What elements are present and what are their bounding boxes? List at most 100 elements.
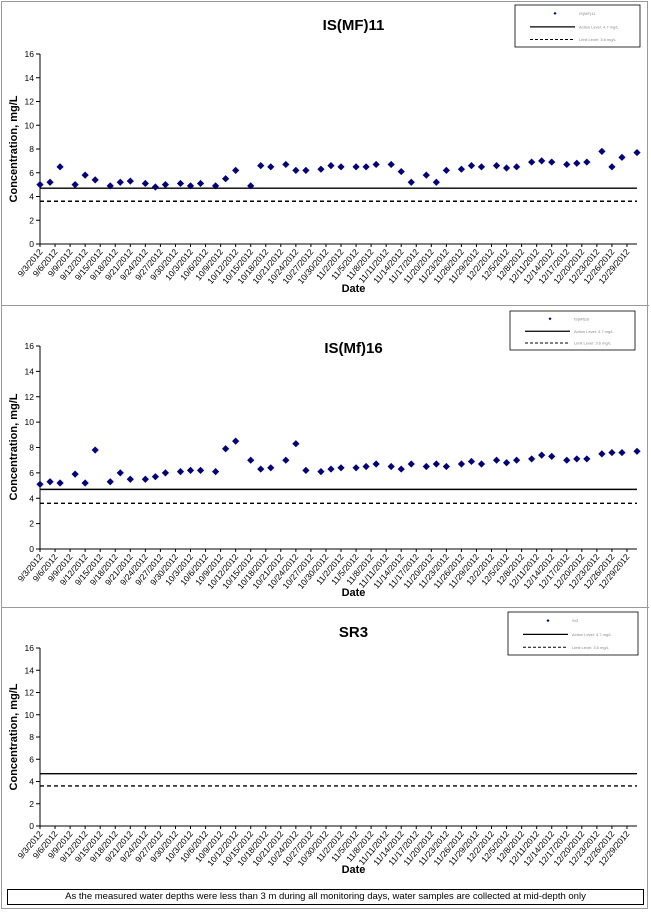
data-point	[422, 462, 430, 471]
data-point	[512, 163, 521, 171]
data-point	[387, 160, 395, 169]
legend-entry: Action Level: 4.7 mg/L	[574, 329, 614, 334]
data-point	[196, 466, 205, 474]
legend-entry: Action Level: 4.7 mg/L	[572, 632, 612, 637]
y-tick-label: 4	[29, 192, 34, 202]
data-point	[71, 181, 79, 189]
chart-title: IS(Mf)16	[324, 340, 382, 357]
footnote-box: As the measured water depths were less t…	[7, 889, 644, 905]
data-point	[211, 468, 220, 476]
chart-title: IS(MF)11	[323, 17, 385, 34]
data-point	[583, 158, 591, 166]
data-point	[247, 456, 255, 464]
y-tick-label: 4	[29, 777, 34, 787]
panel-divider	[1, 305, 649, 306]
y-tick-label: 0	[29, 821, 34, 831]
legend-entry: Limit Level: 3.6 mg/L	[572, 645, 610, 650]
data-point	[422, 171, 430, 179]
data-point	[502, 459, 511, 467]
data-point	[512, 456, 521, 464]
data-point	[327, 465, 335, 473]
data-point	[538, 157, 546, 165]
data-point	[36, 181, 44, 189]
data-point	[467, 457, 476, 466]
data-point	[211, 182, 220, 190]
data-point	[161, 181, 170, 189]
y-tick-label: 2	[29, 799, 34, 809]
data-point	[222, 445, 230, 453]
data-point	[407, 178, 415, 186]
chart-ismf16: IS(Mf)1602468101214169/3/20129/6/20129/9…	[8, 310, 641, 599]
data-point	[56, 163, 64, 171]
data-point	[317, 468, 325, 476]
data-point	[141, 179, 149, 188]
data-point	[432, 178, 440, 186]
y-tick-label: 10	[25, 710, 35, 720]
data-point	[126, 475, 134, 483]
data-point	[151, 183, 159, 191]
data-point	[633, 148, 641, 157]
chart-sr3: SR302468101214169/3/20129/6/20129/9/2012…	[8, 611, 639, 876]
data-point	[372, 160, 380, 169]
data-point	[106, 478, 114, 486]
data-point	[573, 159, 581, 167]
data-point	[302, 466, 310, 474]
data-point	[362, 163, 370, 171]
data-point	[538, 451, 546, 459]
data-point	[442, 462, 450, 471]
legend-marker	[546, 619, 550, 623]
legend-entry: IS(Mf)16	[574, 316, 590, 321]
legend-entry: Sr3	[572, 618, 579, 623]
y-tick-label: 16	[25, 341, 35, 351]
data-point	[116, 178, 124, 186]
data-point	[573, 455, 581, 463]
data-point	[116, 469, 124, 477]
data-point	[618, 448, 626, 457]
data-point	[317, 165, 325, 173]
data-point	[467, 162, 476, 170]
y-tick-label: 6	[29, 468, 34, 478]
legend-entry: Limit Level: 3.6 mg/L	[574, 340, 612, 345]
y-tick-label: 0	[29, 544, 34, 554]
y-axis-label: Concentration, mg/L	[8, 683, 20, 790]
data-point	[292, 166, 300, 174]
legend-box	[509, 310, 636, 351]
y-tick-label: 6	[29, 168, 34, 178]
x-axis-label: Date	[342, 283, 366, 295]
chart-title: SR3	[339, 624, 368, 641]
data-point	[337, 163, 345, 171]
data-point	[598, 450, 606, 458]
data-point	[457, 460, 466, 468]
y-tick-label: 14	[25, 366, 35, 376]
y-tick-label: 10	[25, 120, 35, 130]
data-point	[477, 163, 486, 171]
data-point	[141, 475, 149, 483]
y-axis-label: Concentration, mg/L	[8, 95, 20, 202]
data-point	[257, 162, 265, 170]
data-point	[106, 182, 114, 190]
data-point	[598, 147, 606, 155]
y-tick-label: 8	[29, 144, 34, 154]
data-point	[387, 462, 395, 471]
legend-entry: Action Level: 4.7 mg/L	[579, 24, 619, 29]
data-point	[372, 460, 380, 468]
data-point	[282, 456, 290, 464]
data-point	[563, 160, 571, 169]
data-point	[186, 466, 195, 474]
data-point	[222, 175, 230, 183]
data-point	[151, 473, 159, 481]
chart-ismf11: IS(MF)1102468101214169/3/20129/6/20129/9…	[8, 4, 641, 295]
data-point	[247, 182, 255, 190]
data-point	[56, 479, 64, 487]
data-point	[267, 163, 275, 171]
data-point	[282, 160, 290, 169]
data-point	[232, 437, 240, 445]
data-point	[81, 171, 89, 179]
data-point	[292, 440, 300, 448]
data-point	[46, 478, 54, 486]
data-point	[477, 460, 486, 468]
y-tick-label: 4	[29, 493, 34, 503]
data-point	[457, 165, 466, 173]
data-point	[232, 166, 240, 174]
data-point	[548, 158, 556, 166]
